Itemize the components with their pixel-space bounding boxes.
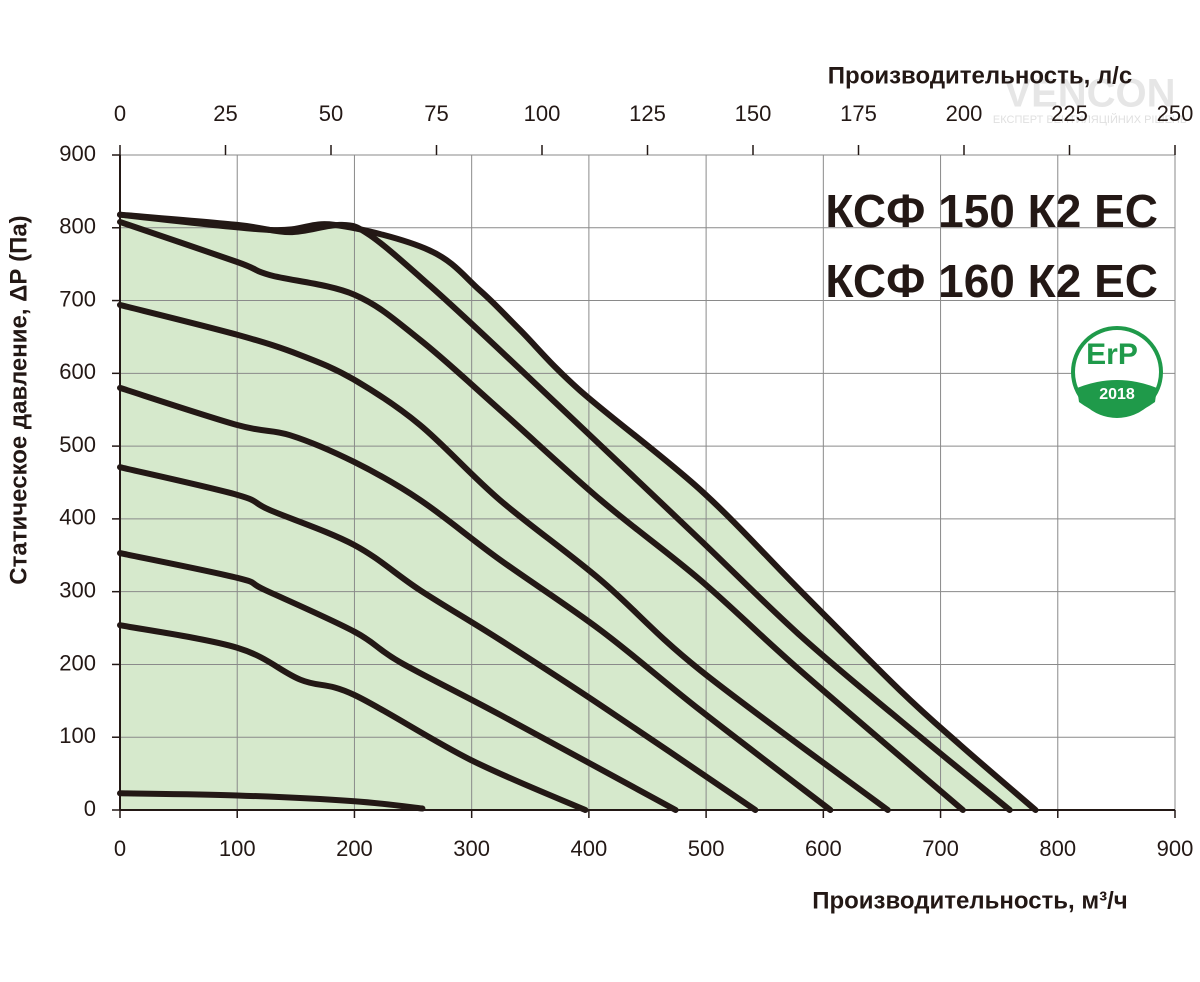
fan-curve [117,384,834,813]
fan-curve [117,790,426,812]
fan-curve [117,464,759,813]
x-tick-label: 0 [114,836,126,861]
erp-badge: ErP 2018 [1071,326,1163,418]
watermark: VENCON [1004,72,1175,116]
y-tick-label: 500 [59,432,96,457]
y-axis-title: Статическое давление, ΔР (Па) [5,215,32,584]
watermark-sub: ЕКСПЕРТ ВЕНТИЛЯЦІЙНИХ РІШЕНЬ [993,113,1187,126]
fan-curve [117,622,589,813]
x-tick-label: 200 [336,836,373,861]
x-tick-label: 100 [219,836,256,861]
x2-tick-label: 125 [629,101,666,126]
x2-tick-label: 250 [1157,101,1194,126]
badge-band [1077,380,1157,416]
x-tick-label: 600 [805,836,842,861]
x2-tick-label: 150 [735,101,772,126]
chart-subtitle: КСФ 160 К2 ЕС [825,255,1158,307]
x2-tick-label: 100 [524,101,561,126]
y-tick-label: 400 [59,505,96,530]
fan-curve [117,301,891,813]
x-tick-label: 400 [571,836,608,861]
y-tick-label: 100 [59,723,96,748]
x2-tick-label: 0 [114,101,126,126]
y-tick-label: 600 [59,359,96,384]
y-tick-label: 800 [59,214,96,239]
y-tick-label: 900 [59,141,96,166]
y-tick-label: 200 [59,650,96,675]
badge-year: 2018 [1099,386,1135,403]
y-tick-label: 700 [59,286,96,311]
x-tick-label: 300 [453,836,490,861]
y-tick-label: 0 [84,796,96,821]
x-tick-label: 800 [1039,836,1076,861]
x2-tick-label: 175 [840,101,877,126]
x2-tick-label: 200 [946,101,983,126]
x-tick-label: 500 [688,836,725,861]
x-tick-label: 700 [922,836,959,861]
fan-curve [117,550,679,813]
x-tick-label: 900 [1157,836,1194,861]
x2-tick-label: 25 [213,101,237,126]
area [120,214,1036,810]
x2-tick-label: 75 [424,101,448,126]
chart-title: КСФ 150 К2 ЕС [825,185,1158,237]
x2-tick-label: 225 [1051,101,1088,126]
badge-text: ErP [1086,338,1138,371]
fan-curve [117,218,966,813]
plot: 0 100 200 300 400 500 600 700 800 900010020030040… [59,101,1193,861]
x2-tick-label: 50 [319,101,343,126]
y-tick-label: 300 [59,577,96,602]
fan-curve [117,211,1039,813]
x-axis-title: Производительность, м³/ч [812,887,1128,914]
x2-axis-title: Производительность, л/с [828,62,1132,89]
